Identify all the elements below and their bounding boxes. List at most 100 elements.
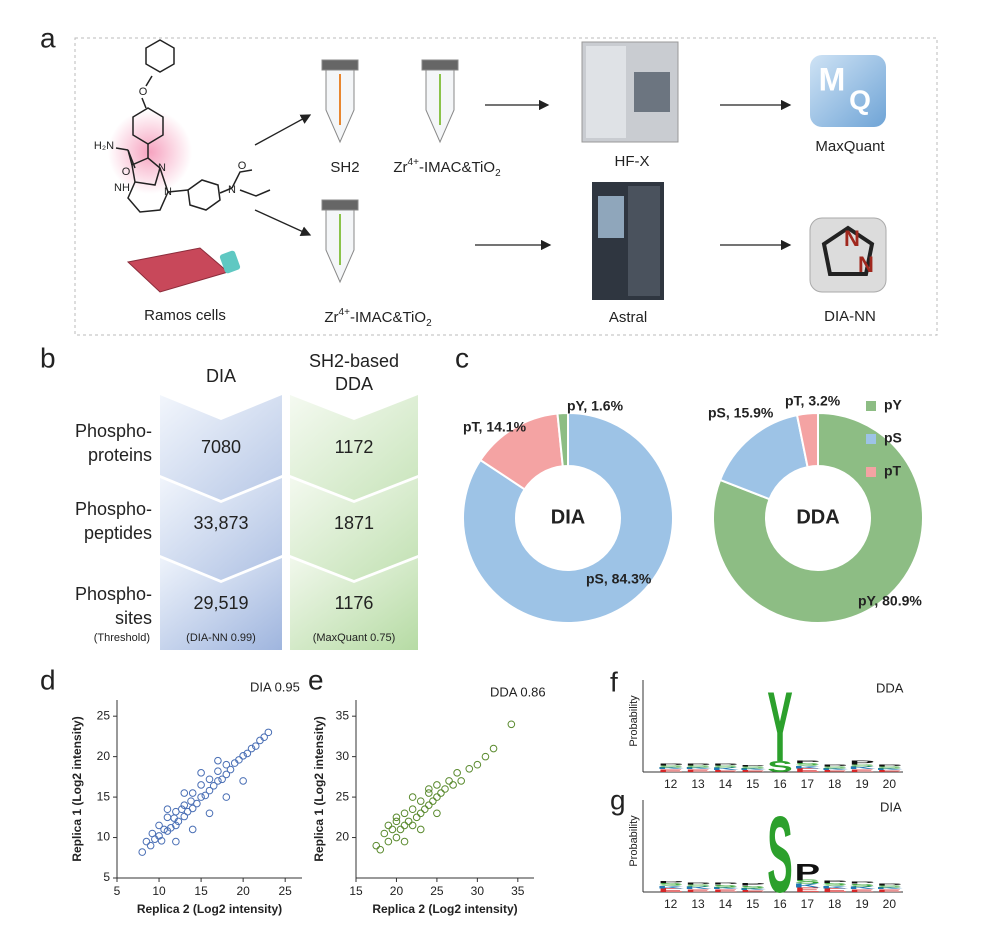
text-part: Zr	[324, 309, 338, 326]
logo-letter: S	[849, 764, 874, 767]
slice-label: pY, 80.9%	[858, 593, 922, 609]
point	[384, 837, 393, 846]
logo-letter: E	[822, 770, 847, 773]
point	[465, 764, 474, 773]
atom-label: N	[158, 162, 166, 174]
row-label: Phospho-	[75, 499, 152, 519]
x-tick-label: 5	[114, 884, 121, 898]
point	[507, 720, 516, 729]
point	[243, 749, 252, 758]
panel-label: b	[40, 342, 56, 373]
x-tick-label: 20	[390, 884, 404, 898]
logo-letter: P	[822, 879, 847, 883]
atom-label: O	[139, 86, 148, 98]
annotation: DIA 0.95	[250, 679, 300, 694]
point	[481, 752, 490, 761]
y-tick-label: 5	[103, 870, 110, 884]
x-tick-label: 17	[801, 777, 815, 791]
text-part: 4+	[339, 307, 351, 318]
mq-icon	[810, 55, 886, 127]
legend-swatch	[866, 401, 876, 411]
logo-letter: P	[658, 881, 683, 884]
logo-letter: E	[685, 768, 710, 772]
logo-letter: K	[821, 885, 849, 889]
point	[222, 760, 231, 769]
y-tick-label: 10	[97, 830, 111, 844]
cell-value: 29,519	[193, 593, 248, 613]
annotation: DIA	[880, 799, 902, 814]
logo-letter: K	[876, 768, 904, 771]
point	[214, 777, 222, 785]
y-tick-label: 20	[336, 830, 350, 844]
logo-letter: P	[849, 881, 874, 884]
slice-label: pS, 15.9%	[708, 405, 774, 421]
logo-letter: K	[739, 768, 767, 771]
point	[433, 809, 441, 818]
logo-letter: S	[822, 766, 847, 769]
point	[180, 812, 189, 821]
legend-label: pT	[884, 463, 902, 479]
x-tick-label: 19	[855, 897, 869, 911]
logo-letter: K	[848, 766, 876, 770]
x-tick-label: 12	[664, 897, 678, 911]
point	[174, 817, 183, 826]
logo-letter: S	[822, 882, 847, 886]
logo-letter: K	[821, 768, 849, 771]
arrows	[254, 99, 792, 251]
row-note: (Threshold)	[94, 632, 150, 644]
point	[400, 837, 409, 846]
cell-value: 1176	[335, 593, 374, 613]
x-tick-label: 20	[236, 884, 250, 898]
enrichment-label: SH2	[330, 159, 359, 176]
enrichment-label: Zr4+-IMAC&TiO2	[393, 157, 501, 179]
point	[396, 825, 405, 834]
x-axis-label: Replica 2 (Log2 intensity)	[372, 902, 517, 916]
logo-letter: P	[822, 764, 847, 767]
logo-letter: S	[849, 883, 874, 887]
text-part: 2	[426, 318, 432, 329]
y-tick-label: 35	[336, 708, 350, 722]
logo-letter: S	[685, 884, 710, 887]
point	[425, 801, 433, 809]
logo-letter: S	[767, 795, 792, 916]
point	[416, 825, 425, 834]
point	[163, 805, 172, 814]
row-label: sites	[115, 608, 152, 628]
point	[180, 801, 189, 809]
atom-label: O	[122, 166, 131, 178]
legend-swatch	[866, 467, 876, 477]
cell-note: (DIA-NN 0.99)	[186, 632, 256, 644]
donut-slice	[795, 411, 819, 469]
x-tick-label: 12	[664, 777, 678, 791]
point	[408, 805, 417, 814]
point	[392, 813, 401, 822]
text-part: 2	[495, 168, 501, 179]
point	[214, 767, 222, 776]
point	[388, 825, 397, 834]
logo-letter: E	[685, 888, 710, 892]
panel-label: g	[610, 784, 626, 815]
point	[157, 836, 166, 845]
logo-letter: E	[713, 770, 738, 773]
point	[172, 821, 180, 830]
point	[142, 837, 151, 846]
cell-flask	[126, 247, 241, 293]
logo-letter: K	[684, 767, 712, 770]
icon-text: M	[819, 61, 846, 97]
text-part: Zr	[393, 159, 407, 176]
donut-center-label: DIA	[551, 506, 585, 528]
instruments	[581, 41, 679, 300]
point	[433, 793, 441, 801]
point	[416, 797, 425, 805]
logo-letter: E	[877, 770, 902, 773]
logo-letter: P	[795, 759, 820, 763]
slice-label: pS, 84.3%	[586, 571, 652, 587]
atom-label: O	[238, 160, 247, 172]
x-tick-label: 14	[719, 897, 733, 911]
point	[163, 813, 172, 822]
point	[441, 785, 449, 793]
point	[416, 809, 425, 818]
cell-value: 7080	[201, 437, 241, 457]
logo-letter: K	[684, 886, 712, 890]
